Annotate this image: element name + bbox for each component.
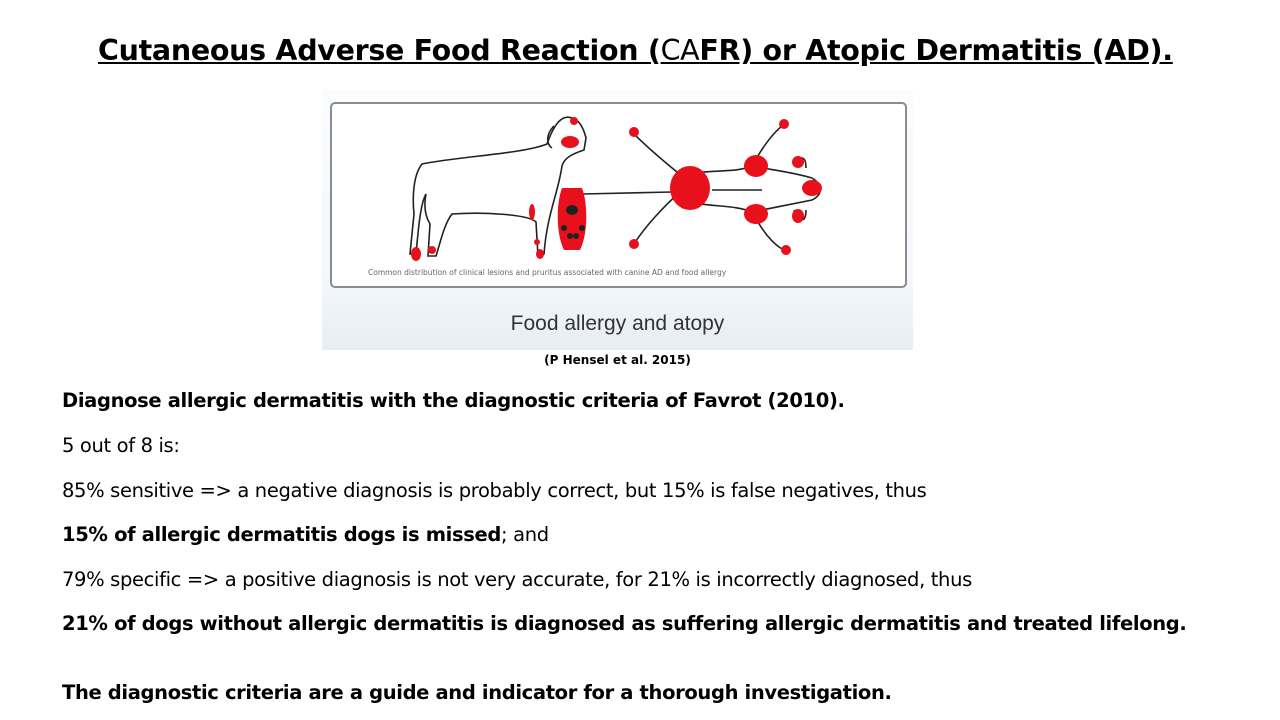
title-text-3: FR) or Atopic Dermatitis (AD). <box>699 34 1173 67</box>
body-line-4: 15% of allergic dermatitis dogs is misse… <box>62 523 549 546</box>
body-line-2: 5 out of 8 is: <box>62 434 180 457</box>
figure-caption-small: Common distribution of clinical lesions … <box>368 268 727 277</box>
figure-panel: Common distribution of clinical lesions … <box>330 102 907 288</box>
citation: (P Hensel et al. 2015) <box>544 353 691 367</box>
title-text-1: Cutaneous Adverse Food Reaction ( <box>98 34 661 67</box>
figure-title: Food allergy and atopy <box>510 312 725 335</box>
body-line-7: The diagnostic criteria are a guide and … <box>62 681 892 704</box>
dog-illustration <box>409 116 822 261</box>
body-line-4-rest: ; and <box>501 523 549 546</box>
title-text-2: CA <box>660 34 700 67</box>
slide-title: Cutaneous Adverse Food Reaction (CAFR) o… <box>98 34 1173 67</box>
body-line-3: 85% sensitive => a negative diagnosis is… <box>62 479 927 502</box>
lesion-distribution-figure: Common distribution of clinical lesions … <box>322 90 913 350</box>
body-line-6: 21% of dogs without allergic dermatitis … <box>62 612 1187 635</box>
body-line-1: Diagnose allergic dermatitis with the di… <box>62 389 845 412</box>
body-line-4-bold: 15% of allergic dermatitis dogs is misse… <box>62 523 502 546</box>
body-line-5: 79% specific => a positive diagnosis is … <box>62 568 972 591</box>
